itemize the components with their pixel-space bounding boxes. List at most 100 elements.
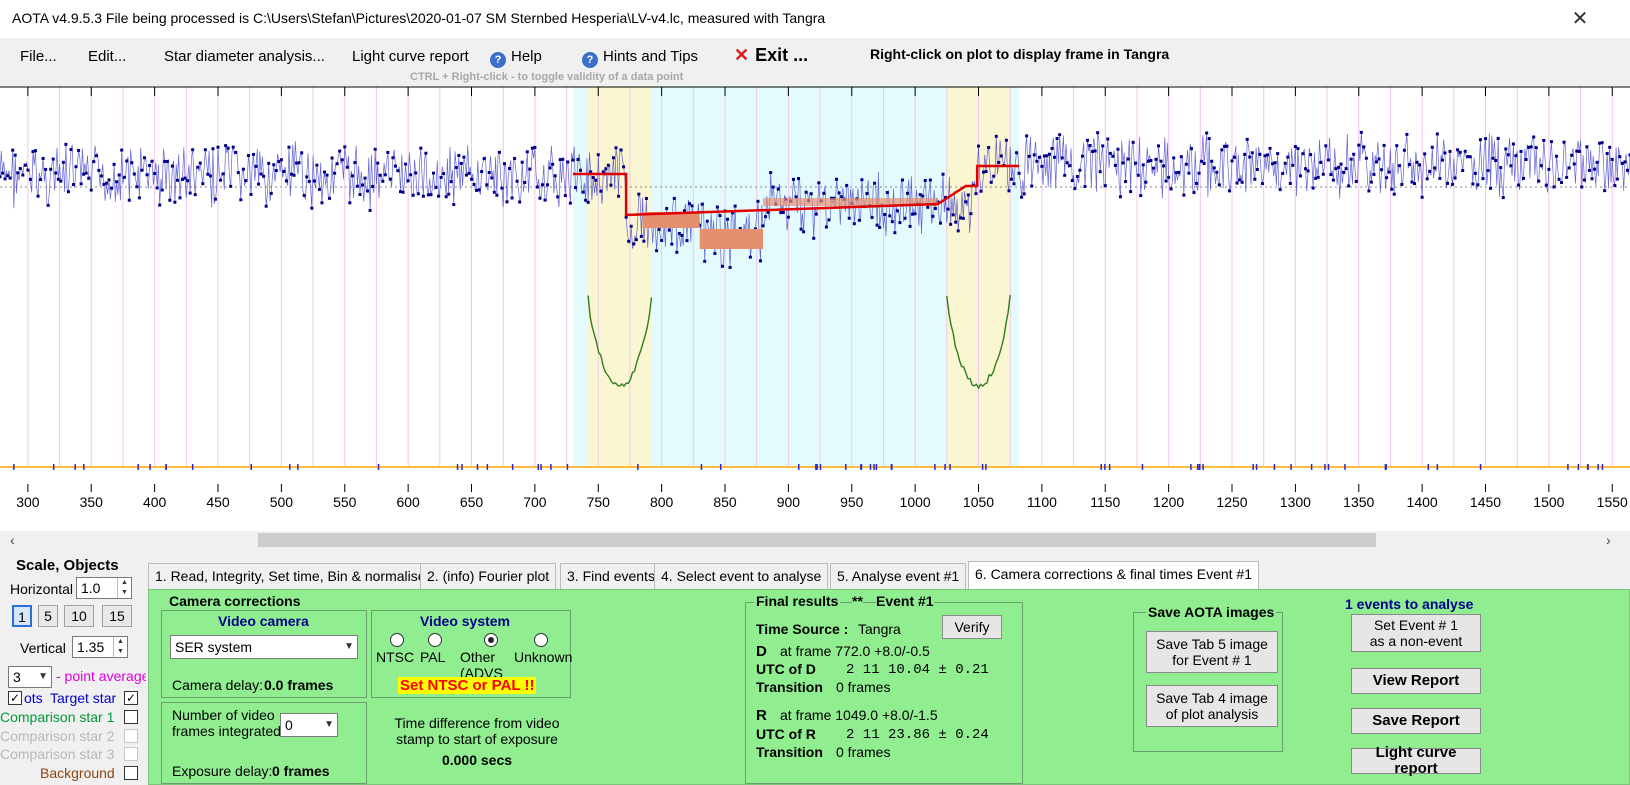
- radio-unknown[interactable]: [534, 633, 548, 647]
- data-point: [1032, 153, 1036, 157]
- data-point: [125, 159, 129, 163]
- menu-file[interactable]: File...: [20, 48, 57, 65]
- spinner-arrows-icon[interactable]: ▲ ▼: [117, 578, 131, 598]
- data-point: [1184, 162, 1188, 166]
- data-point: [558, 158, 562, 162]
- events-to-analyse: 1 events to analyse: [1345, 596, 1474, 612]
- point-average-select[interactable]: 3 ▼: [8, 666, 52, 688]
- scroll-left-icon[interactable]: ‹: [10, 532, 15, 548]
- save-tab5-button[interactable]: Save Tab 5 image for Event # 1: [1146, 631, 1278, 673]
- close-icon[interactable]: ✕: [1571, 8, 1589, 30]
- data-point: [150, 159, 154, 163]
- menu-star-diameter[interactable]: Star diameter analysis...: [164, 48, 325, 65]
- menu-edit[interactable]: Edit...: [88, 48, 127, 65]
- x-tick-label: 600: [396, 494, 420, 510]
- menu-help[interactable]: ? Help: [490, 48, 542, 68]
- data-point: [1154, 157, 1158, 161]
- data-point: [1339, 162, 1343, 166]
- scale-button-1[interactable]: 1: [12, 605, 32, 627]
- data-point: [1506, 153, 1510, 157]
- data-point: [566, 160, 570, 164]
- radio-other[interactable]: [484, 633, 498, 647]
- data-point: [1101, 144, 1105, 148]
- radio-pal[interactable]: [428, 633, 442, 647]
- data-point: [110, 186, 114, 190]
- data-point: [665, 206, 669, 210]
- data-point: [1334, 167, 1338, 171]
- data-point: [208, 174, 212, 178]
- data-point: [419, 146, 423, 150]
- data-point: [155, 186, 159, 190]
- data-point: [997, 160, 1001, 164]
- plot-scrollbar[interactable]: ‹ ›: [0, 531, 1630, 549]
- data-point: [1321, 172, 1325, 176]
- light-curve-report-button[interactable]: Light curve report: [1351, 745, 1481, 777]
- camera-select[interactable]: SER system ▼: [170, 635, 358, 659]
- data-point: [191, 148, 195, 152]
- tab-camera-corrections[interactable]: 6. Camera corrections & final times Even…: [968, 561, 1260, 589]
- save-tab4-button[interactable]: Save Tab 4 image of plot analysis: [1146, 685, 1278, 727]
- scroll-right-icon[interactable]: ›: [1606, 532, 1611, 548]
- data-point: [926, 205, 930, 209]
- background-checkbox[interactable]: [124, 766, 138, 780]
- data-point: [619, 148, 623, 152]
- set-non-event-button[interactable]: Set Event # 1 as a non-event: [1351, 614, 1481, 652]
- data-point: [705, 219, 709, 223]
- spinner-arrows-icon[interactable]: ▲ ▼: [113, 637, 127, 657]
- data-point: [1352, 152, 1356, 156]
- menu-light-curve-report[interactable]: Light curve report: [352, 48, 469, 65]
- data-point: [1511, 142, 1515, 146]
- tab-select-event[interactable]: 4. Select event to analyse: [654, 563, 829, 589]
- data-point: [1004, 138, 1008, 142]
- data-point: [1605, 151, 1609, 155]
- scroll-thumb[interactable]: [258, 533, 1376, 547]
- menu-exit[interactable]: ✕ Exit ...: [734, 45, 808, 66]
- tab-find-events[interactable]: 3. Find events: [560, 563, 662, 589]
- data-point: [561, 157, 565, 161]
- vertical-scale-spinner[interactable]: 1.35 ▲ ▼: [72, 636, 128, 658]
- data-point: [974, 192, 978, 196]
- frames-integrated-value: 0: [285, 717, 293, 733]
- data-point: [1131, 140, 1135, 144]
- data-point: [282, 169, 286, 173]
- data-point: [262, 174, 266, 178]
- scale-button-5[interactable]: 5: [38, 605, 58, 627]
- final-results-title: Final results: [754, 593, 841, 609]
- comparison-star-1-checkbox[interactable]: [124, 710, 138, 724]
- data-point: [670, 242, 674, 246]
- horizontal-scale-spinner[interactable]: 1.0 ▲ ▼: [76, 577, 132, 599]
- tab-analyse-event[interactable]: 5. Analyse event #1: [830, 563, 967, 589]
- data-point: [1453, 176, 1457, 180]
- radio-ntsc[interactable]: [390, 633, 404, 647]
- scale-button-10[interactable]: 10: [64, 605, 94, 627]
- data-point: [1577, 149, 1581, 153]
- light-curve-svg[interactable]: 300 350 400 450 500 550 600 650 700 750 800 850 900 9…: [0, 86, 1630, 531]
- x-tick-label: 1150: [1090, 494, 1120, 510]
- dots-checkbox[interactable]: ✓: [8, 691, 22, 705]
- data-point: [447, 192, 451, 196]
- tab-read-integrity[interactable]: 1. Read, Integrity, Set time, Bin & norm…: [148, 563, 433, 589]
- menu-hints[interactable]: ? Hints and Tips: [582, 48, 698, 68]
- set-non-event-label-2: as a non-event: [1369, 633, 1463, 649]
- data-point: [251, 152, 255, 156]
- data-point: [1440, 158, 1444, 162]
- tab-fourier-plot[interactable]: 2. (info) Fourier plot: [420, 563, 557, 589]
- frames-integrated-select[interactable]: 0 ▼: [280, 713, 338, 737]
- save-report-button[interactable]: Save Report: [1351, 708, 1481, 734]
- target-star-checkbox[interactable]: ✓: [124, 691, 138, 705]
- data-point: [771, 185, 775, 189]
- data-point: [1035, 159, 1039, 163]
- verify-button[interactable]: Verify: [942, 615, 1002, 639]
- data-point: [1375, 160, 1379, 164]
- data-point: [1489, 186, 1493, 190]
- data-point: [1055, 137, 1059, 141]
- time-source-value: Tangra: [858, 621, 901, 637]
- data-point: [416, 192, 420, 196]
- right-click-hint: Right-click on plot to display frame in …: [870, 46, 1170, 62]
- data-point: [961, 216, 965, 220]
- data-point: [1501, 196, 1505, 200]
- data-point: [264, 204, 268, 208]
- view-report-button[interactable]: View Report: [1351, 668, 1481, 694]
- scale-button-15[interactable]: 15: [102, 605, 132, 627]
- light-curve-plot[interactable]: 300 350 400 450 500 550 600 650 700 750 800 850 900 9…: [0, 86, 1630, 531]
